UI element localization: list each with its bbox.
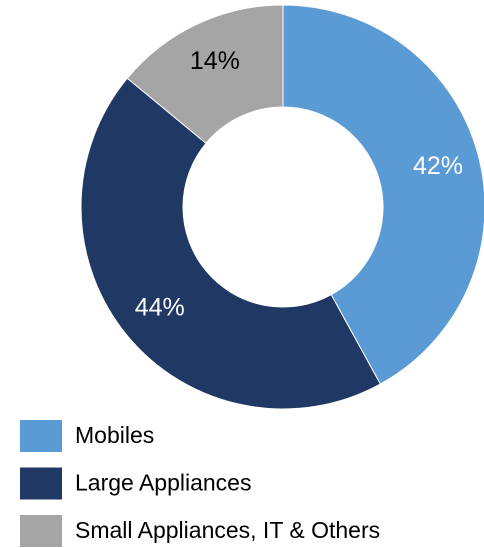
legend-label: Large Appliances [75,470,251,496]
value-label: 14% [190,47,240,75]
legend-label: Mobiles [75,422,154,448]
legend-swatch [20,467,62,500]
donut-slice [80,77,381,410]
donut-slice [126,4,284,144]
value-label: 42% [413,152,463,180]
value-label: 44% [135,294,185,322]
donut-slice [282,4,484,385]
legend-label: Small Appliances, IT & Others [75,517,380,543]
legend-swatch [20,515,62,547]
legend-swatch [20,420,62,452]
